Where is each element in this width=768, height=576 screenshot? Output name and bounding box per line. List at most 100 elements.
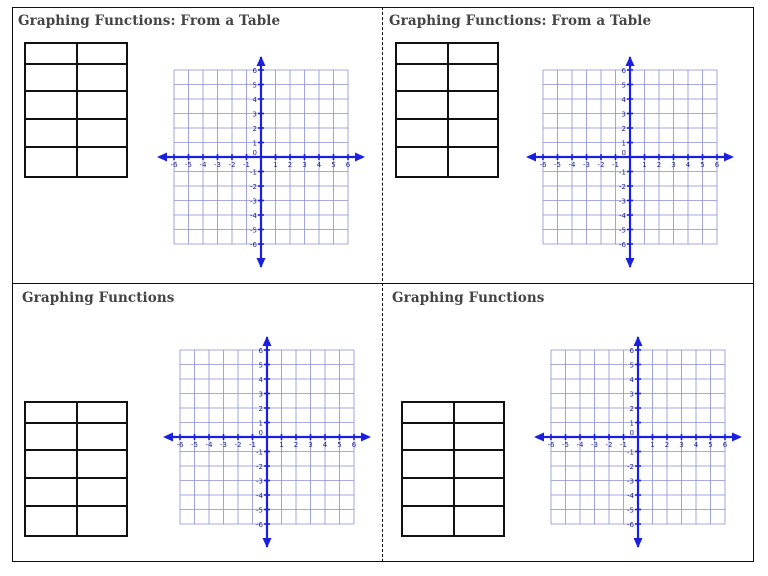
y-tick-label: 6: [253, 67, 258, 75]
y-tick-label: -6: [627, 521, 635, 529]
y-tick-label: 1: [630, 420, 634, 428]
quadrant-1-title: Graphing Functions: From a Table: [18, 13, 281, 29]
horizontal-divider: [12, 283, 754, 284]
x-tick-label: 2: [665, 441, 669, 449]
vertical-cut-line: [382, 7, 383, 562]
y-tick-label: -4: [256, 492, 264, 500]
quadrant-4-title: Graphing Functions: [392, 290, 545, 306]
y-tick-label: -4: [250, 212, 258, 220]
y-tick-label: -6: [619, 241, 627, 249]
quadrant-3-table: [24, 401, 128, 537]
quadrant-2-table: [395, 42, 499, 178]
quadrant-3-coordinate-grid: -6 -5 -4 -3 -2 -1 1 2 3 4 5 6 6 5 4 3 2 1 0 -1 -2 -3 -4 -5 -6: [161, 335, 373, 549]
quadrant-4-coordinate-grid: -6 -5 -4 -3 -2 -1 1 2 3 4 5 6 6 5 4 3 2 1 0 -1 -2 -3 -4 -5 -6: [532, 335, 744, 549]
y-tick-label: -4: [619, 212, 627, 220]
y-tick-label: 6: [622, 67, 627, 75]
y-tick-label: 0: [630, 429, 634, 437]
y-tick-label: 5: [630, 362, 634, 370]
y-tick-label: 4: [259, 376, 264, 384]
x-axis-arrow-left: [157, 152, 167, 162]
y-tick-label: 2: [622, 125, 626, 133]
x-tick-label: -4: [569, 161, 577, 169]
x-tick-label: -5: [185, 161, 192, 169]
y-tick-label: 0: [259, 429, 263, 437]
y-tick-label: -2: [256, 463, 263, 471]
x-tick-label: -6: [540, 161, 548, 169]
x-tick-label: 6: [715, 161, 720, 169]
y-tick-label: 4: [630, 376, 635, 384]
y-tick-label: 2: [259, 405, 263, 413]
x-tick-label: 4: [686, 161, 691, 169]
y-tick-label: 5: [253, 82, 257, 90]
x-tick-label: -3: [583, 161, 590, 169]
x-tick-label: 4: [317, 161, 322, 169]
x-tick-label: -5: [554, 161, 561, 169]
y-tick-label: -3: [619, 198, 626, 206]
y-tick-label: -5: [619, 227, 626, 235]
y-tick-label: 3: [259, 391, 263, 399]
x-tick-label: 1: [650, 441, 654, 449]
x-tick-label: -4: [577, 441, 585, 449]
x-axis-arrow-right: [361, 432, 371, 442]
worksheet-sheet: [12, 7, 754, 562]
x-tick-label: 6: [723, 441, 728, 449]
y-tick-label: -1: [619, 169, 626, 177]
y-tick-label: -3: [627, 478, 634, 486]
x-tick-label: 4: [323, 441, 328, 449]
x-tick-label: -3: [591, 441, 598, 449]
x-tick-label: -4: [206, 441, 214, 449]
y-tick-label: 4: [622, 96, 627, 104]
y-tick-label: 0: [622, 149, 626, 157]
y-tick-label: -3: [250, 198, 257, 206]
y-tick-label: -5: [256, 507, 263, 515]
x-tick-label: -5: [191, 441, 198, 449]
y-tick-label: 4: [253, 96, 258, 104]
x-axis-arrow-right: [724, 152, 734, 162]
x-tick-label: 3: [308, 441, 312, 449]
x-tick-label: 2: [288, 161, 292, 169]
x-tick-label: -2: [235, 441, 242, 449]
y-tick-label: -2: [627, 463, 634, 471]
x-tick-label: -3: [220, 441, 227, 449]
x-tick-label: 1: [642, 161, 646, 169]
x-tick-label: 1: [279, 441, 283, 449]
y-tick-label: -1: [256, 449, 263, 457]
y-axis-arrow-up: [256, 56, 266, 66]
y-tick-label: -6: [256, 521, 264, 529]
x-tick-label: -2: [229, 161, 236, 169]
x-tick-label: 3: [679, 441, 683, 449]
x-axis-arrow-left: [526, 152, 536, 162]
x-tick-label: 5: [331, 161, 335, 169]
quadrant-1-coordinate-grid: -6 -5 -4 -3 -2 -1 1 2 3 4 5 6 6 5 4 3 2 1 0 -1 -2 -3 -4 -5 -6: [155, 55, 367, 269]
x-tick-label: 5: [337, 441, 341, 449]
y-tick-label: 1: [253, 140, 257, 148]
x-tick-label: -6: [548, 441, 556, 449]
y-axis-arrow-up: [633, 336, 643, 346]
y-tick-label: -5: [250, 227, 257, 235]
y-tick-label: 5: [259, 362, 263, 370]
x-tick-label: -1: [243, 161, 250, 169]
y-tick-label: -5: [627, 507, 634, 515]
x-tick-label: -2: [606, 441, 613, 449]
quadrant-1-table: [24, 42, 128, 178]
x-axis-arrow-right: [732, 432, 742, 442]
x-tick-label: 6: [352, 441, 357, 449]
x-tick-label: 1: [273, 161, 277, 169]
x-axis-arrow-right: [355, 152, 365, 162]
x-tick-label: -2: [598, 161, 605, 169]
x-tick-label: 3: [302, 161, 306, 169]
y-tick-label: 0: [253, 149, 257, 157]
x-axis-arrow-left: [534, 432, 544, 442]
y-tick-label: 6: [630, 347, 635, 355]
x-tick-label: 6: [346, 161, 351, 169]
x-tick-label: 5: [708, 441, 712, 449]
y-axis-arrow-down: [625, 258, 635, 268]
y-tick-label: -2: [250, 183, 257, 191]
x-tick-label: -1: [620, 441, 627, 449]
quadrant-4-table: [401, 401, 505, 537]
x-tick-label: 3: [671, 161, 675, 169]
y-axis-arrow-down: [262, 538, 272, 548]
y-tick-label: 1: [259, 420, 263, 428]
